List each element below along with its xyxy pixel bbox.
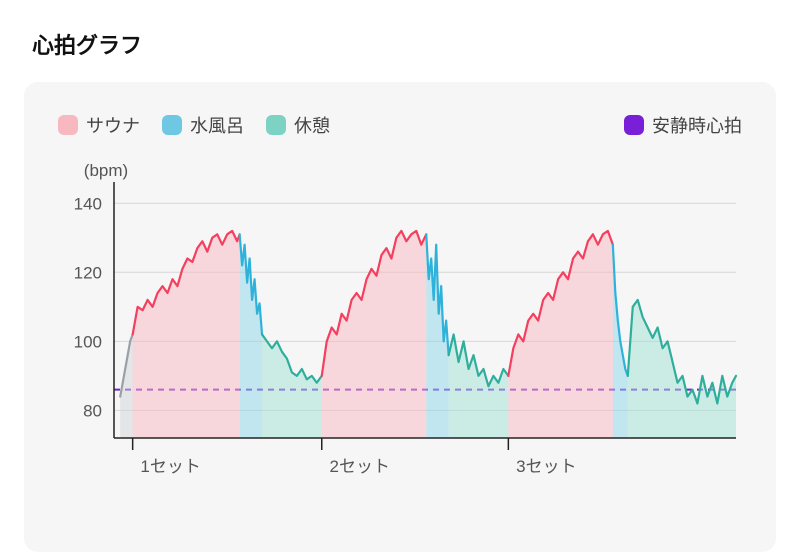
legend-rest-label: 休憩 [294, 112, 330, 138]
legend-sauna: サウナ [58, 112, 140, 138]
svg-text:140: 140 [74, 194, 102, 213]
legend-resting-hr-label: 安静時心拍 [652, 112, 742, 138]
legend-resting-hr: 安静時心拍 [624, 112, 742, 138]
legend-resting-hr-swatch [624, 115, 644, 135]
legend-cold: 水風呂 [162, 112, 244, 138]
legend-rest-swatch [266, 115, 286, 135]
svg-text:100: 100 [74, 332, 102, 351]
svg-text:2セット: 2セット [330, 457, 390, 476]
svg-text:120: 120 [74, 263, 102, 282]
legend-sauna-swatch [58, 115, 78, 135]
legend-sauna-label: サウナ [86, 112, 140, 138]
chart-svg: 80 100 120 140 (bpm) 1セット 2セット 3セット [48, 156, 748, 516]
svg-text:(bpm): (bpm) [84, 161, 128, 180]
svg-text:80: 80 [83, 401, 102, 420]
page-title: 心拍グラフ [32, 28, 776, 60]
svg-text:3セット: 3セット [516, 457, 576, 476]
legend-cold-swatch [162, 115, 182, 135]
legend: サウナ 水風呂 休憩 安静時心拍 [48, 112, 752, 138]
chart-card: サウナ 水風呂 休憩 安静時心拍 80100120140(bpm)1セッ [24, 82, 776, 552]
legend-rest: 休憩 [266, 112, 330, 138]
svg-text:1セット: 1セット [140, 457, 200, 476]
legend-cold-label: 水風呂 [190, 112, 244, 138]
heart-rate-chart: 80 100 120 140 (bpm) 1セット 2セット 3セット [48, 156, 752, 516]
